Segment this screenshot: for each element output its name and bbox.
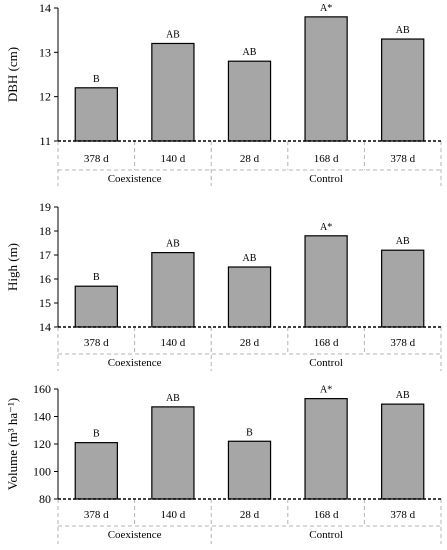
group-label: Coexistence [108,357,162,369]
y-axis-title: Volume (m³ ha⁻¹) [5,398,20,490]
bar-significance-label: AB [166,29,180,40]
category-label: 378 d [390,337,415,349]
category-label: 140 d [161,509,186,521]
y-tick-label: 100 [33,465,51,479]
y-tick-label: 80 [39,492,51,506]
bar-significance-label: AB [396,236,410,247]
group-label: Control [309,357,343,369]
bar-significance-label: AB [166,393,180,404]
category-label: 140 d [161,337,186,349]
y-tick-label: 13 [39,45,51,59]
bar-significance-label: B [93,74,100,85]
bar-significance-label: B [246,427,253,438]
y-tick-label: 19 [39,200,51,214]
bar [227,266,272,328]
bar-significance-label: B [93,272,100,283]
bar-significance-label: AB [243,47,257,58]
y-axis-title: High (m) [5,243,20,291]
bar [74,285,118,328]
bar [381,38,425,142]
y-tick-label: 160 [33,382,51,396]
category-label: 140 d [161,153,186,165]
category-label: 378 d [390,153,415,165]
bar-significance-label: B [93,429,100,440]
y-tick-label: 11 [39,134,51,148]
bar [227,60,272,142]
bar-significance-label: A* [320,3,332,14]
category-label: 378 d [390,509,415,521]
category-label: 378 d [84,153,109,165]
group-label: Coexistence [108,173,162,185]
y-tick-label: 14 [39,1,51,15]
category-label: 168 d [314,153,339,165]
y-tick-label: 120 [33,437,51,451]
category-label: 28 d [240,509,260,521]
bar [151,42,195,142]
bar [74,442,118,500]
group-label: Coexistence [108,529,162,541]
category-label: 168 d [314,509,339,521]
chart-panel-1: 11 12 13 14 DBH (cm) B 378 d AB 140 d AB 28 d A* 168… [5,1,442,186]
group-label: Control [309,529,343,541]
bar [304,16,348,142]
category-label: 168 d [314,337,339,349]
bar [381,249,425,328]
y-axis-title: DBH (cm) [5,47,20,102]
bar-significance-label: AB [243,253,257,264]
category-label: 28 d [240,337,260,349]
bar-significance-label: AB [166,239,180,250]
bar-significance-label: AB [396,390,410,401]
group-label: Control [309,173,343,185]
bar [381,403,425,500]
y-tick-label: 140 [33,410,51,424]
chart-panel-3: 80 100 120 140 160 Volume (m³ ha⁻¹) B 378 d AB 14… [5,382,442,544]
chart-panel-2: 14 15 16 17 18 19 High (m) B 378 d AB 140 d AB 28 d A… [5,200,442,371]
bar [304,235,348,328]
y-tick-label: 12 [39,90,51,104]
y-tick-label: 17 [39,248,51,262]
bar [74,87,118,142]
bar-significance-label: A* [320,222,332,233]
category-label: 28 d [240,153,260,165]
bar-significance-label: A* [320,385,332,396]
bar [227,440,272,500]
y-tick-label: 15 [39,296,51,310]
bar [151,252,195,328]
bar-significance-label: AB [396,25,410,36]
y-tick-label: 18 [39,224,51,238]
bar [304,398,348,500]
y-tick-label: 16 [39,272,51,286]
category-label: 378 d [84,509,109,521]
bar [151,406,195,500]
y-tick-label: 14 [39,320,51,334]
category-label: 378 d [84,337,109,349]
